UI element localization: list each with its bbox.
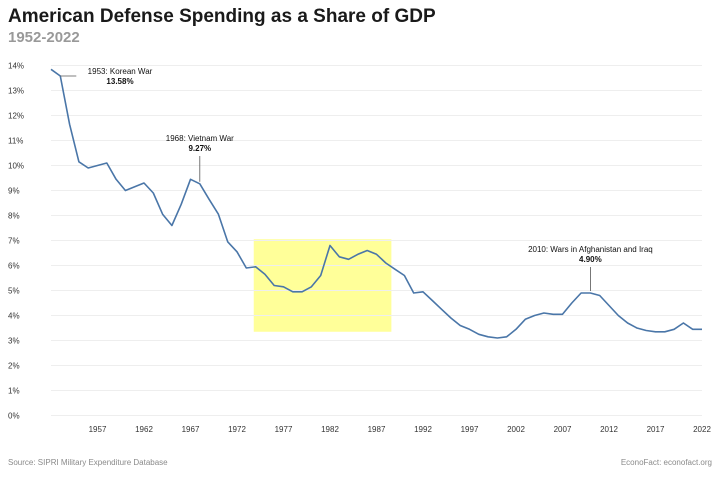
chart-title: American Defense Spending as a Share of … (8, 6, 436, 27)
x-tick-label: 1957 (89, 425, 107, 434)
x-tick-label: 1987 (368, 425, 386, 434)
y-tick-label: 7% (8, 237, 20, 246)
x-tick-label: 2002 (507, 425, 525, 434)
y-tick-label: 6% (8, 262, 20, 271)
y-tick-label: 5% (8, 287, 20, 296)
annotation-label: 2010: Wars in Afghanistan and Iraq (528, 245, 653, 254)
y-tick-label: 14% (8, 62, 24, 71)
annotation-value: 9.27% (188, 144, 211, 153)
x-tick-label: 1997 (461, 425, 479, 434)
x-tick-label: 1982 (321, 425, 339, 434)
y-tick-label: 0% (8, 412, 20, 421)
y-tick-label: 3% (8, 337, 20, 346)
annotation-label: 1968: Vietnam War (166, 134, 234, 143)
x-tick-label: 2012 (600, 425, 618, 434)
x-tick-label: 1962 (135, 425, 153, 434)
x-tick-label: 1967 (182, 425, 200, 434)
annotation-value: 13.58% (106, 77, 133, 86)
annotation-label: 1953: Korean War (88, 67, 153, 76)
y-tick-label: 2% (8, 362, 20, 371)
x-tick-label: 2017 (647, 425, 665, 434)
y-tick-label: 11% (8, 137, 23, 146)
x-tick-label: 1977 (275, 425, 293, 434)
y-tick-label: 13% (8, 87, 24, 96)
chart-subtitle: 1952-2022 (8, 29, 80, 46)
x-tick-label: 2007 (554, 425, 572, 434)
series-line (50, 68, 702, 339)
x-tick-label: 1972 (228, 425, 246, 434)
annotation-value: 4.90% (579, 255, 602, 264)
credit-note: EconoFact: econofact.org (620, 458, 712, 467)
x-tick-label: 1992 (414, 425, 432, 434)
y-tick-label: 12% (8, 112, 24, 121)
y-tick-label: 10% (8, 162, 24, 171)
y-tick-label: 8% (8, 212, 20, 221)
x-tick-label: 2022 (693, 425, 711, 434)
y-tick-label: 4% (8, 312, 20, 321)
y-tick-label: 1% (8, 387, 20, 396)
y-tick-label: 9% (8, 187, 20, 196)
source-note: Source: SIPRI Military Expenditure Datab… (8, 458, 168, 467)
